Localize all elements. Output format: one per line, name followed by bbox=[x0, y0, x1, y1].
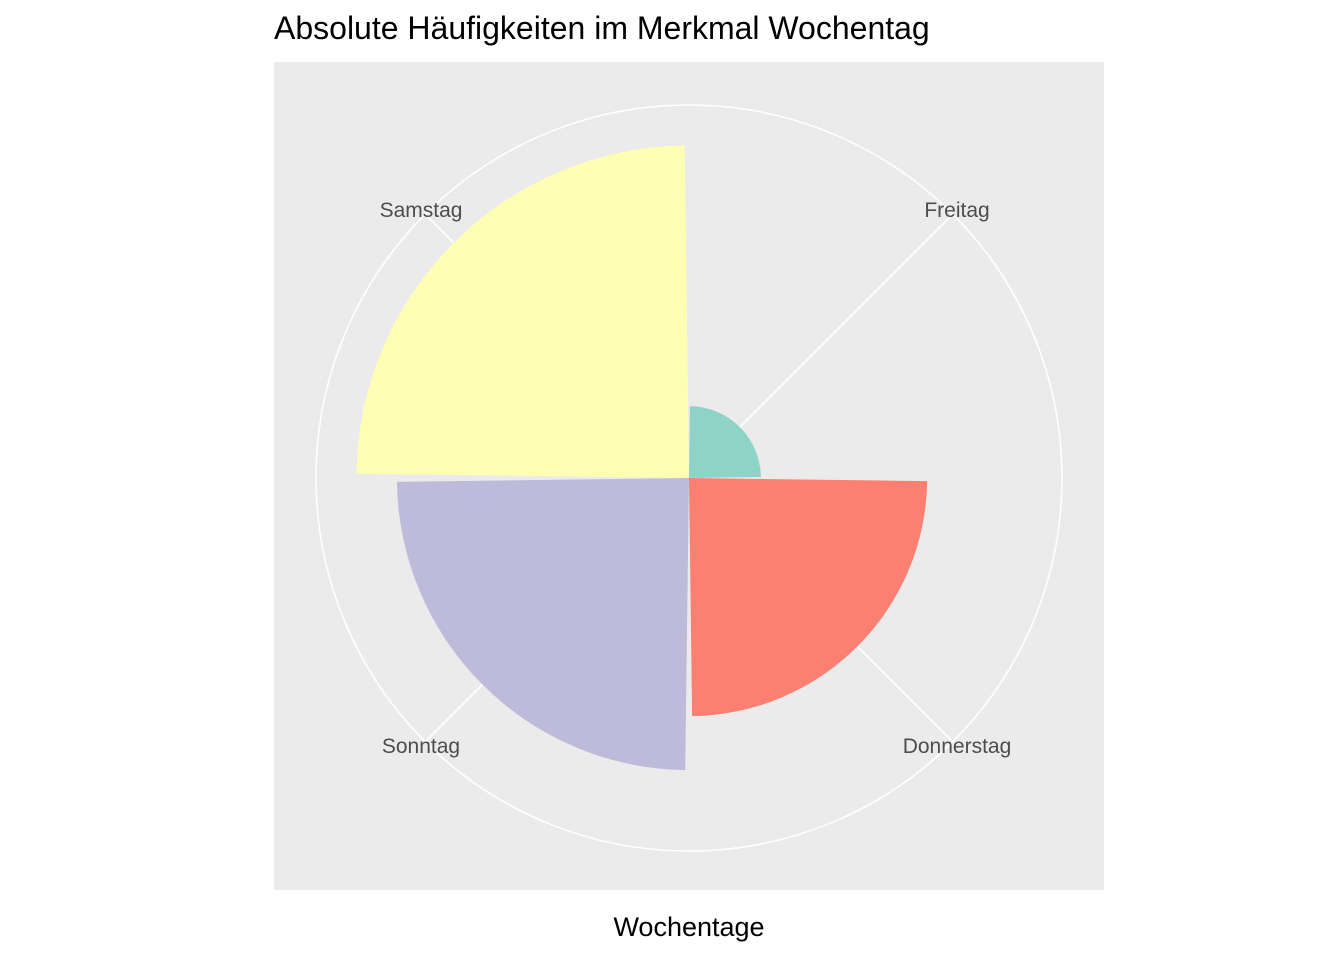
x-axis-label: Wochentage bbox=[613, 912, 765, 942]
grid-circle bbox=[315, 104, 1063, 852]
wedge-sonntag bbox=[396, 478, 689, 771]
wedge-donnerstag bbox=[689, 478, 928, 717]
category-label-sonntag: Sonntag bbox=[382, 735, 460, 758]
wedge-samstag bbox=[356, 145, 689, 478]
category-label-freitag: Freitag bbox=[924, 199, 989, 222]
category-label-samstag: Samstag bbox=[380, 199, 463, 222]
panel-background bbox=[274, 62, 1104, 890]
bars-layer bbox=[356, 145, 928, 771]
category-labels: Freitag Donnerstag Sonntag Samstag bbox=[380, 199, 1012, 758]
category-label-donnerstag: Donnerstag bbox=[903, 735, 1012, 758]
wedge-freitag bbox=[689, 406, 761, 478]
chart-title: Absolute Häufigkeiten im Merkmal Wochent… bbox=[274, 10, 930, 46]
